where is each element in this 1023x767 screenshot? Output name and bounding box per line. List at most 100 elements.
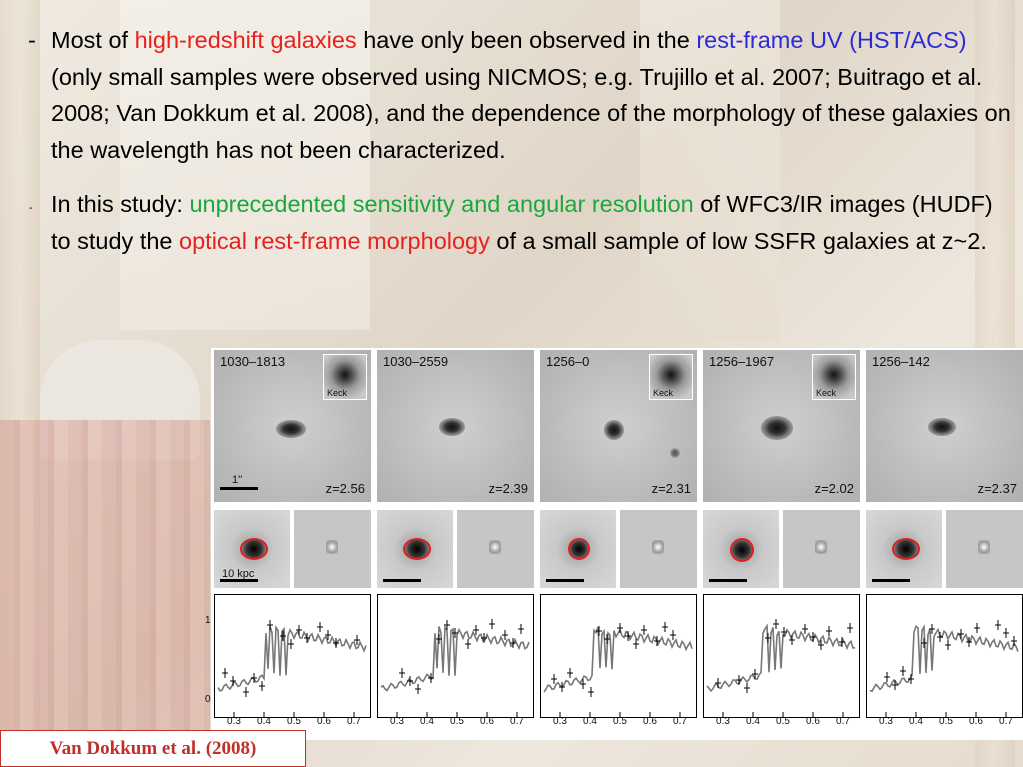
x-tick: 0.5	[287, 716, 301, 727]
bullet-marker: -	[28, 27, 36, 53]
residual-speck	[326, 540, 338, 554]
keck-label: Keck	[653, 388, 674, 398]
sed-photometry-point	[654, 636, 660, 646]
sed-photometry-point	[304, 633, 310, 643]
kpc-scale-bar	[220, 579, 258, 582]
model-residual-row	[377, 510, 534, 588]
sed-plot	[377, 594, 534, 718]
kpc-scale-label: 10 kpc	[222, 568, 255, 580]
sed-photometry-point	[921, 638, 927, 648]
sed-photometry-point	[243, 687, 249, 697]
sed-photometry-point	[333, 638, 339, 648]
residual-image	[620, 510, 697, 588]
sed-photometry-point	[288, 639, 294, 649]
sed-photometry-point	[325, 630, 331, 640]
sed-photometry-point	[715, 678, 721, 688]
galaxy-blob	[276, 420, 306, 438]
keck-label: Keck	[816, 388, 837, 398]
background-blanket	[0, 420, 210, 767]
sed-photometry-point	[958, 629, 964, 639]
model-image	[866, 510, 942, 588]
galaxy-column: 1030–1813 Keck 1'' z=2.56 10 kpc 0.3 0.4…	[214, 350, 371, 738]
x-tick: 0.4	[746, 716, 760, 727]
highlight-high-redshift: high-redshift galaxies	[134, 27, 357, 53]
galaxy-id: 1256–1967	[709, 354, 775, 369]
galaxy-blob	[439, 418, 465, 436]
galaxy-column: 1030–2559 z=2.39 0.3 0.4 0.5 0.6 0.7	[377, 350, 534, 738]
sed-plot	[703, 594, 860, 718]
x-tick: 0.6	[643, 716, 657, 727]
x-tick: 0.5	[776, 716, 790, 727]
model-image	[377, 510, 453, 588]
sed-photometry-point	[810, 632, 816, 642]
sed-photometry-point	[789, 635, 795, 645]
sed-photometry-point	[407, 676, 413, 686]
sed-spectrum-line	[706, 623, 856, 693]
sed-y-tick-0: 0	[205, 694, 211, 705]
galaxy-stamp: 1030–2559 z=2.39	[377, 350, 534, 502]
x-tick: 0.7	[673, 716, 687, 727]
sed-photometry-point	[415, 684, 421, 694]
sed-x-ticks: 0.3 0.4 0.5 0.6 0.7	[540, 716, 697, 734]
x-tick: 0.6	[480, 716, 494, 727]
sed-photometry-point	[580, 679, 586, 689]
galaxy-stamp: 1256–1967 Keck z=2.02	[703, 350, 860, 502]
sed-plot	[866, 594, 1023, 718]
galaxy-blob	[761, 416, 793, 440]
kpc-scale-bar	[872, 579, 910, 582]
sed-photometry-point	[1003, 628, 1009, 638]
sed-frame	[540, 594, 697, 718]
sed-photometry-point	[995, 620, 1001, 630]
highlight-sensitivity: unprecedented sensitivity and angular re…	[189, 191, 694, 217]
sed-photometry-point	[296, 625, 302, 635]
x-tick: 0.6	[806, 716, 820, 727]
galaxy-id: 1256–0	[546, 354, 590, 369]
sed-photometry-point	[251, 673, 257, 683]
sed-photometry-point	[826, 626, 832, 636]
sed-photometry-point	[399, 668, 405, 678]
sed-photometry-point	[518, 624, 524, 634]
sed-photometry-point	[617, 623, 623, 633]
highlight-rest-frame-uv: rest-frame UV (HST/ACS)	[696, 27, 967, 53]
sed-photometry-point	[222, 668, 228, 678]
sed-photometry-point	[773, 619, 779, 629]
residual-speck	[489, 540, 501, 554]
sed-photometry-point	[267, 620, 273, 630]
sed-spectrum-line	[380, 624, 530, 692]
sed-photometry-point	[354, 635, 360, 645]
sed-spectrum-line	[543, 626, 693, 693]
arcsec-scale-label: 1''	[232, 474, 243, 486]
sed-photometry-point	[596, 626, 602, 636]
sed-photometry-point	[908, 674, 914, 684]
galaxy-column: 1256–142 z=2.37 0.3 0.4 0.5 0.6 0.7	[866, 350, 1023, 738]
x-tick: 0.3	[716, 716, 730, 727]
sed-photometry-point	[259, 681, 265, 691]
sed-photometry-point	[489, 619, 495, 629]
sed-photometry-point	[802, 624, 808, 634]
x-tick: 0.4	[257, 716, 271, 727]
sed-x-ticks: 0.3 0.4 0.5 0.6 0.7	[703, 716, 860, 734]
sed-photometry-point	[559, 682, 565, 692]
sed-frame	[703, 594, 860, 718]
sed-photometry-point	[781, 627, 787, 637]
x-tick: 0.4	[420, 716, 434, 727]
bullet-marker: -	[29, 202, 33, 214]
x-tick: 0.5	[613, 716, 627, 727]
sed-photometry-point	[641, 625, 647, 635]
sed-svg	[377, 594, 534, 718]
galaxy-id: 1256–142	[872, 354, 930, 369]
sed-y-tick-1: 1	[205, 615, 211, 626]
galaxy-column: 1256–1967 Keck z=2.02 0.3 0.4 0.5 0.6 0.…	[703, 350, 860, 738]
sed-photometry-point	[1011, 636, 1017, 646]
sed-photometry-point	[662, 622, 668, 632]
x-tick: 0.3	[553, 716, 567, 727]
sed-spectrum-line	[217, 624, 367, 692]
sed-photometry-point	[551, 674, 557, 684]
galaxy-stamp: 1256–0 Keck z=2.31	[540, 350, 697, 502]
residual-image	[457, 510, 534, 588]
bullet-2-text: of a small sample of low SSFR galaxies a…	[489, 227, 987, 254]
sed-photometry-point	[892, 680, 898, 690]
galaxy-stamp: 1030–1813 Keck 1'' z=2.56	[214, 350, 371, 502]
sed-photometry-point	[604, 634, 610, 644]
sed-plot	[540, 594, 697, 718]
